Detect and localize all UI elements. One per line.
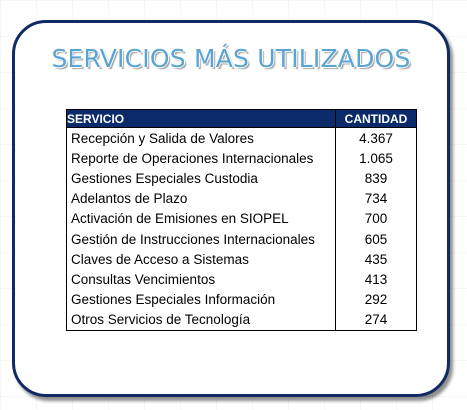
servicio-cell: Gestión de Instrucciones Internacionales: [66, 228, 336, 250]
servicio-cell: Adelantos de Plazo: [66, 188, 336, 209]
table-row: Reporte de Operaciones Internacionales 1…: [66, 148, 417, 169]
servicio-cell: Otros Servicios de Tecnología: [66, 309, 336, 331]
table-header-row: SERVICIO CANTIDAD: [66, 109, 417, 128]
servicio-cell: Gestiones Especiales Información: [66, 289, 336, 310]
services-table-container: SERVICIO CANTIDAD Recepción y Salida de …: [66, 109, 417, 331]
table-row: Gestión de Instrucciones Internacionales…: [66, 228, 417, 250]
services-card: SERVICIOS MÁS UTILIZADOS SERVICIO CANTID…: [12, 20, 450, 397]
table-row: Gestiones Especiales Información 292: [66, 289, 417, 310]
cantidad-cell: 734: [335, 188, 417, 209]
servicio-cell: Recepción y Salida de Valores: [66, 127, 336, 149]
servicio-cell: Gestiones Especiales Custodia: [66, 168, 336, 189]
servicio-cell: Consultas Vencimientos: [66, 269, 336, 290]
servicio-cell: Claves de Acceso a Sistemas: [66, 249, 336, 270]
cantidad-cell: 274: [335, 309, 417, 331]
table-row: Activación de Emisiones en SIOPEL 700: [66, 208, 417, 229]
cantidad-cell: 413: [335, 269, 417, 290]
cantidad-cell: 839: [335, 168, 417, 189]
cantidad-cell: 700: [335, 208, 417, 229]
table-row: Recepción y Salida de Valores 4.367: [66, 127, 417, 149]
cantidad-cell: 605: [335, 228, 417, 250]
cantidad-cell: 292: [335, 289, 417, 310]
table-row: Otros Servicios de Tecnología 274: [66, 309, 417, 331]
cantidad-cell: 435: [335, 249, 417, 270]
cantidad-cell: 1.065: [335, 148, 417, 169]
table-row: Adelantos de Plazo 734: [66, 188, 417, 209]
header-cantidad: CANTIDAD: [335, 109, 417, 128]
page-title: SERVICIOS MÁS UTILIZADOS: [51, 44, 411, 73]
services-table: SERVICIO CANTIDAD Recepción y Salida de …: [66, 109, 417, 331]
table-row: Gestiones Especiales Custodia 839: [66, 168, 417, 189]
table-row: Claves de Acceso a Sistemas 435: [66, 249, 417, 270]
servicio-cell: Activación de Emisiones en SIOPEL: [66, 208, 336, 229]
header-servicio: SERVICIO: [66, 109, 336, 128]
cantidad-cell: 4.367: [335, 127, 417, 149]
servicio-cell: Reporte de Operaciones Internacionales: [66, 148, 336, 169]
table-row: Consultas Vencimientos 413: [66, 269, 417, 290]
